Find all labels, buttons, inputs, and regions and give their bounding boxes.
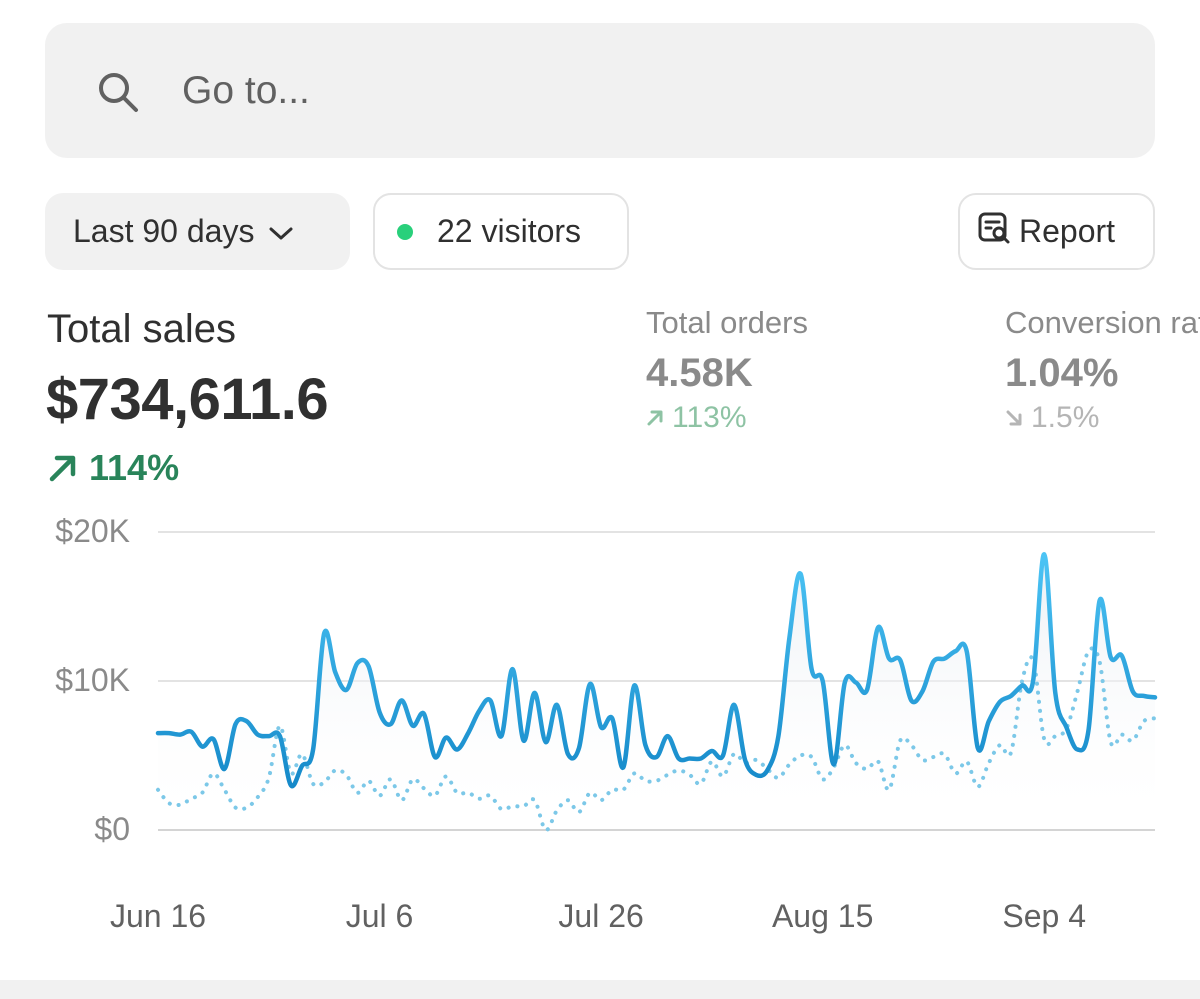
conversion-value: 1.04% <box>1005 351 1119 395</box>
y-tick-label: $20K <box>55 513 130 549</box>
report-button[interactable]: Report <box>958 193 1155 270</box>
x-tick-label: Jun 16 <box>109 898 207 934</box>
total-orders-change-value: 113% <box>672 401 747 434</box>
live-visitors-button[interactable]: 22 visitors <box>373 193 629 270</box>
x-tick-label: Jul 26 <box>558 898 644 934</box>
arrow-up-right-icon <box>47 452 79 484</box>
report-label: Report <box>1019 213 1116 249</box>
report-icon <box>977 211 1011 253</box>
current-period-area <box>158 554 1155 830</box>
bottom-bar <box>0 980 1200 999</box>
y-tick-label: $0 <box>94 811 130 847</box>
current-period-line <box>155 552 1158 789</box>
arrow-down-right-icon <box>1005 409 1023 427</box>
y-tick-label: $10K <box>55 662 130 698</box>
live-indicator-dot <box>397 223 413 240</box>
chevron-down-icon <box>268 213 294 250</box>
x-tick-label: Jul 6 <box>345 898 414 934</box>
visitors-label: 22 visitors <box>437 213 582 249</box>
total-orders-value: 4.58K <box>646 351 753 395</box>
x-tick-label: Sep 4 <box>1002 898 1087 934</box>
previous-period-line <box>156 646 1157 832</box>
search-icon <box>96 70 140 119</box>
date-range-label: Last 90 days <box>73 213 255 249</box>
arrow-up-right-icon <box>646 409 664 427</box>
conversion-change-value: 1.5% <box>1031 401 1100 434</box>
total-orders-title: Total orders <box>646 305 808 340</box>
total-sales-change-value: 114% <box>89 447 180 488</box>
date-range-selector[interactable]: Last 90 days <box>45 193 350 270</box>
search-bar[interactable] <box>45 23 1155 158</box>
conversion-metric: Conversion rate 1.04% 1.5% <box>1005 300 1200 450</box>
x-tick-label: Aug 15 <box>771 898 874 934</box>
total-sales-title: Total sales <box>47 307 236 351</box>
conversion-change: 1.5% <box>1005 401 1099 435</box>
total-sales-change: 114% <box>47 447 179 489</box>
search-input[interactable] <box>182 69 982 113</box>
total-orders-change: 113% <box>646 401 747 435</box>
conversion-title: Conversion rate <box>1005 305 1200 340</box>
total-sales-value: $734,611.6 <box>46 367 329 432</box>
